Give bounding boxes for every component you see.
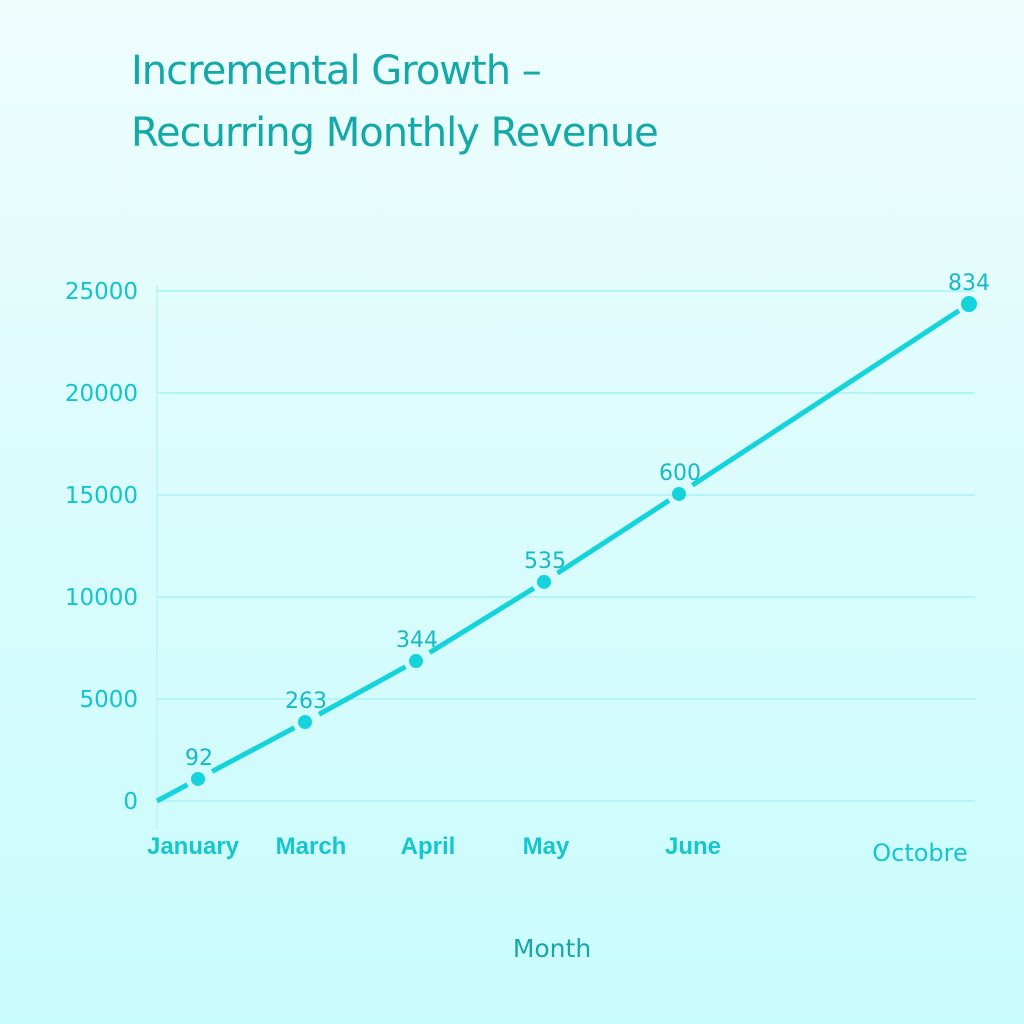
line-segment xyxy=(556,498,671,576)
data-label: 263 xyxy=(285,689,327,714)
line-segment xyxy=(691,308,961,488)
x-tick-label: April xyxy=(401,833,456,860)
gridlines xyxy=(156,285,975,829)
data-label: 92 xyxy=(185,746,213,771)
y-tick-label: 25000 xyxy=(65,279,138,305)
y-tick-label: 5000 xyxy=(79,687,138,713)
line-segment xyxy=(155,782,189,804)
data-point xyxy=(961,296,977,313)
x-axis-ticks: January March April May June Octobre xyxy=(147,833,968,867)
y-tick-label: 15000 xyxy=(65,483,138,509)
x-tick-label: January xyxy=(147,833,240,860)
x-axis-label: Month xyxy=(513,934,591,963)
data-point xyxy=(672,486,686,501)
data-label: 535 xyxy=(524,549,566,574)
y-tick-label: 20000 xyxy=(65,381,138,407)
data-point xyxy=(191,771,205,786)
line-segment xyxy=(428,586,536,655)
chart-title: Incremental Growth – Recurring Monthly R… xyxy=(131,40,659,164)
data-label: 834 xyxy=(948,271,990,296)
data-point xyxy=(409,654,423,669)
data-label: 600 xyxy=(659,461,701,486)
line-segment xyxy=(210,725,296,774)
data-labels: 92 263 344 535 600 834 xyxy=(185,271,990,771)
x-tick-label: Octobre xyxy=(872,839,968,867)
chart-title-line-1: Incremental Growth – xyxy=(131,48,542,94)
x-tick-label: March xyxy=(276,833,347,860)
data-points xyxy=(191,296,977,786)
y-tick-label: 0 xyxy=(123,789,138,815)
data-point xyxy=(537,574,551,589)
data-label: 344 xyxy=(396,628,438,653)
x-tick-label: June xyxy=(665,833,721,860)
y-tick-label: 10000 xyxy=(65,585,138,611)
series-line xyxy=(155,308,961,804)
line-segment xyxy=(317,664,407,717)
data-point xyxy=(298,715,312,730)
y-axis-ticks: 0 5000 10000 15000 20000 25000 xyxy=(65,279,138,815)
x-tick-label: May xyxy=(523,833,570,860)
chart-title-line-2: Recurring Monthly Revenue xyxy=(131,110,659,156)
